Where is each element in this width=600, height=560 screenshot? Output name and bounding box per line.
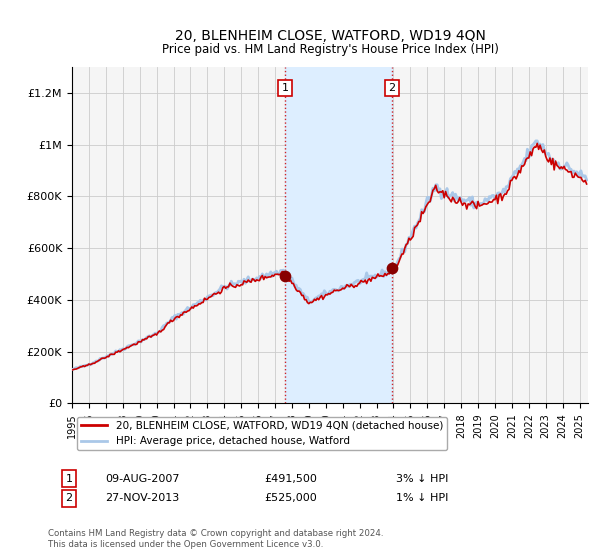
Text: 20, BLENHEIM CLOSE, WATFORD, WD19 4QN: 20, BLENHEIM CLOSE, WATFORD, WD19 4QN	[175, 29, 485, 44]
Text: 09-AUG-2007: 09-AUG-2007	[105, 474, 179, 484]
Text: This data is licensed under the Open Government Licence v3.0.: This data is licensed under the Open Gov…	[48, 540, 323, 549]
Point	[280, 272, 290, 281]
Text: £525,000: £525,000	[264, 493, 317, 503]
Text: 1: 1	[65, 474, 73, 484]
Text: 2: 2	[388, 83, 395, 93]
Text: 1: 1	[282, 83, 289, 93]
Bar	[286, 67, 392, 403]
Text: 2: 2	[65, 493, 73, 503]
Text: 27-NOV-2013: 27-NOV-2013	[105, 493, 179, 503]
Text: Price paid vs. HM Land Registry's House Price Index (HPI): Price paid vs. HM Land Registry's House …	[161, 43, 499, 56]
Legend: 20, BLENHEIM CLOSE, WATFORD, WD19 4QN (detached house), HPI: Average price, deta: 20, BLENHEIM CLOSE, WATFORD, WD19 4QN (d…	[77, 417, 447, 450]
Text: 1% ↓ HPI: 1% ↓ HPI	[396, 493, 448, 503]
Text: 3% ↓ HPI: 3% ↓ HPI	[396, 474, 448, 484]
Point	[387, 263, 397, 272]
Text: Contains HM Land Registry data © Crown copyright and database right 2024.: Contains HM Land Registry data © Crown c…	[48, 529, 383, 538]
Text: £491,500: £491,500	[264, 474, 317, 484]
